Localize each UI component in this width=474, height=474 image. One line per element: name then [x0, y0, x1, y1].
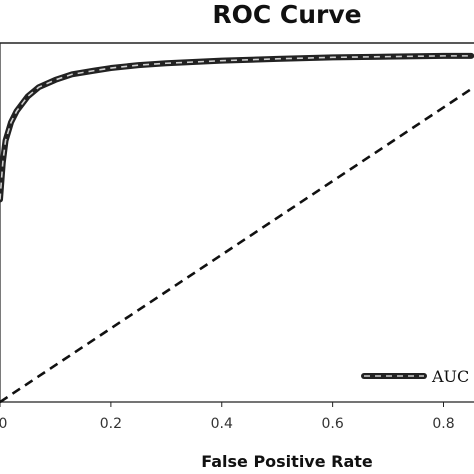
x-tick-label: 0.4	[211, 416, 233, 432]
x-tick-label: 0.6	[321, 416, 343, 432]
series-layer	[0, 52, 474, 404]
x-ticks: 0 0.2 0.4 0.6 0.8	[0, 402, 455, 432]
x-tick-label: 0.8	[432, 416, 454, 432]
chart-title: ROC Curve	[212, 0, 361, 29]
roc-curve-highlight	[0, 55, 472, 200]
x-tick-label: 0	[0, 416, 7, 432]
x-axis-label: False Positive Rate	[201, 452, 373, 471]
legend: AUC (	[361, 367, 474, 386]
x-tick-label: 0.2	[100, 416, 122, 432]
roc-curve-line	[0, 52, 474, 203]
legend-label: AUC (	[431, 367, 474, 386]
diagonal-reference-line	[0, 87, 472, 404]
